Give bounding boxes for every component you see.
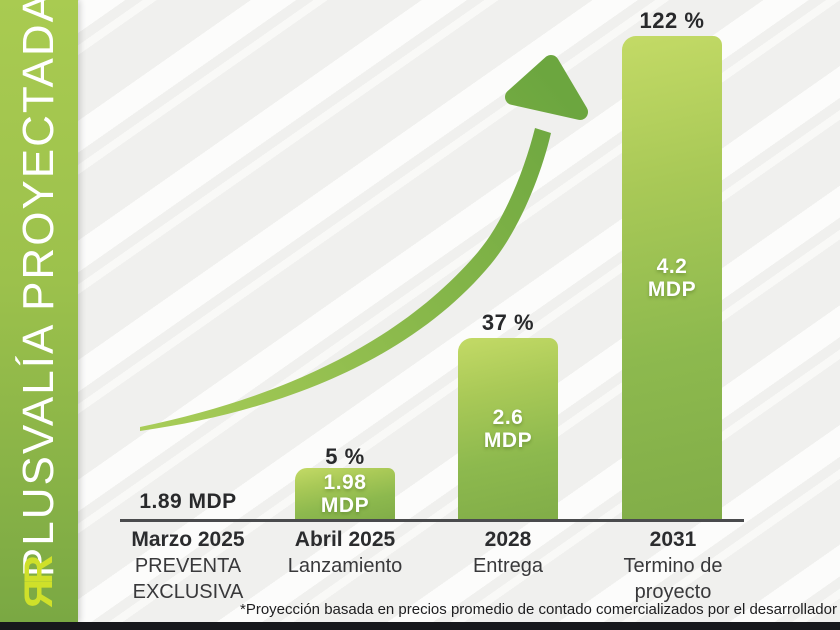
category-title: 2031 bbox=[649, 528, 697, 551]
category-subtitle: Termino de bbox=[623, 555, 723, 577]
x-axis-line bbox=[120, 519, 744, 522]
category-subtitle: PREVENTA bbox=[134, 555, 242, 577]
footnote-disclaimer: *Proyección basada en precios promedio d… bbox=[239, 601, 837, 618]
brand-logo-wrap: ЯR bbox=[0, 547, 78, 621]
category-subtitle: proyecto bbox=[634, 581, 712, 603]
category-title: Abril 2025 bbox=[294, 528, 396, 551]
bottom-strip bbox=[0, 622, 840, 630]
category-2028: 2028 Entrega bbox=[423, 527, 593, 579]
category-marzo-2025: Marzo 2025 PREVENTA EXCLUSIVA bbox=[103, 527, 273, 605]
category-subtitle: EXCLUSIVA bbox=[132, 581, 244, 603]
bar-value-2028: 2.6 MDP bbox=[484, 406, 532, 452]
bar-2028: 2.6 MDP bbox=[458, 338, 558, 519]
growth-arrow-head bbox=[505, 55, 588, 120]
bar-value-line2: MDP bbox=[320, 493, 370, 517]
value-label-marzo: 1.89 MDP bbox=[139, 490, 237, 513]
bar-abril-2025: 1.98 MDP bbox=[295, 468, 395, 519]
vertical-title-wrap: PLUSVALÍA PROYECTADA bbox=[0, 0, 78, 577]
bar-value-line1: 2.6 bbox=[492, 405, 524, 429]
bar-2031: 4.2 MDP bbox=[622, 36, 722, 519]
bar-value-line1: 4.2 bbox=[656, 254, 688, 278]
category-title: Marzo 2025 bbox=[131, 528, 245, 551]
percent-label-2028: 37 % bbox=[481, 310, 535, 335]
percent-label-abril: 5 % bbox=[325, 444, 365, 469]
category-subtitle: Entrega bbox=[472, 555, 544, 577]
category-subtitle: Lanzamiento bbox=[287, 555, 403, 577]
category-abril-2025: Abril 2025 Lanzamiento bbox=[260, 527, 430, 579]
side-banner: PLUSVALÍA PROYECTADA ЯR bbox=[0, 0, 78, 623]
page-title: PLUSVALÍA PROYECTADA bbox=[14, 0, 63, 578]
category-2031: 2031 Termino de proyecto bbox=[588, 527, 758, 605]
brand-logo-rr: ЯR bbox=[16, 560, 61, 608]
bar-value-abril: 1.98 MDP bbox=[321, 471, 369, 517]
percent-label-2031: 122 % bbox=[639, 8, 705, 33]
category-title: 2028 bbox=[484, 528, 532, 551]
bar-value-line1: 1.98 bbox=[323, 470, 367, 494]
bar-value-2031: 4.2 MDP bbox=[648, 255, 696, 301]
bar-value-line2: MDP bbox=[483, 428, 533, 452]
bar-value-line2: MDP bbox=[647, 277, 697, 301]
